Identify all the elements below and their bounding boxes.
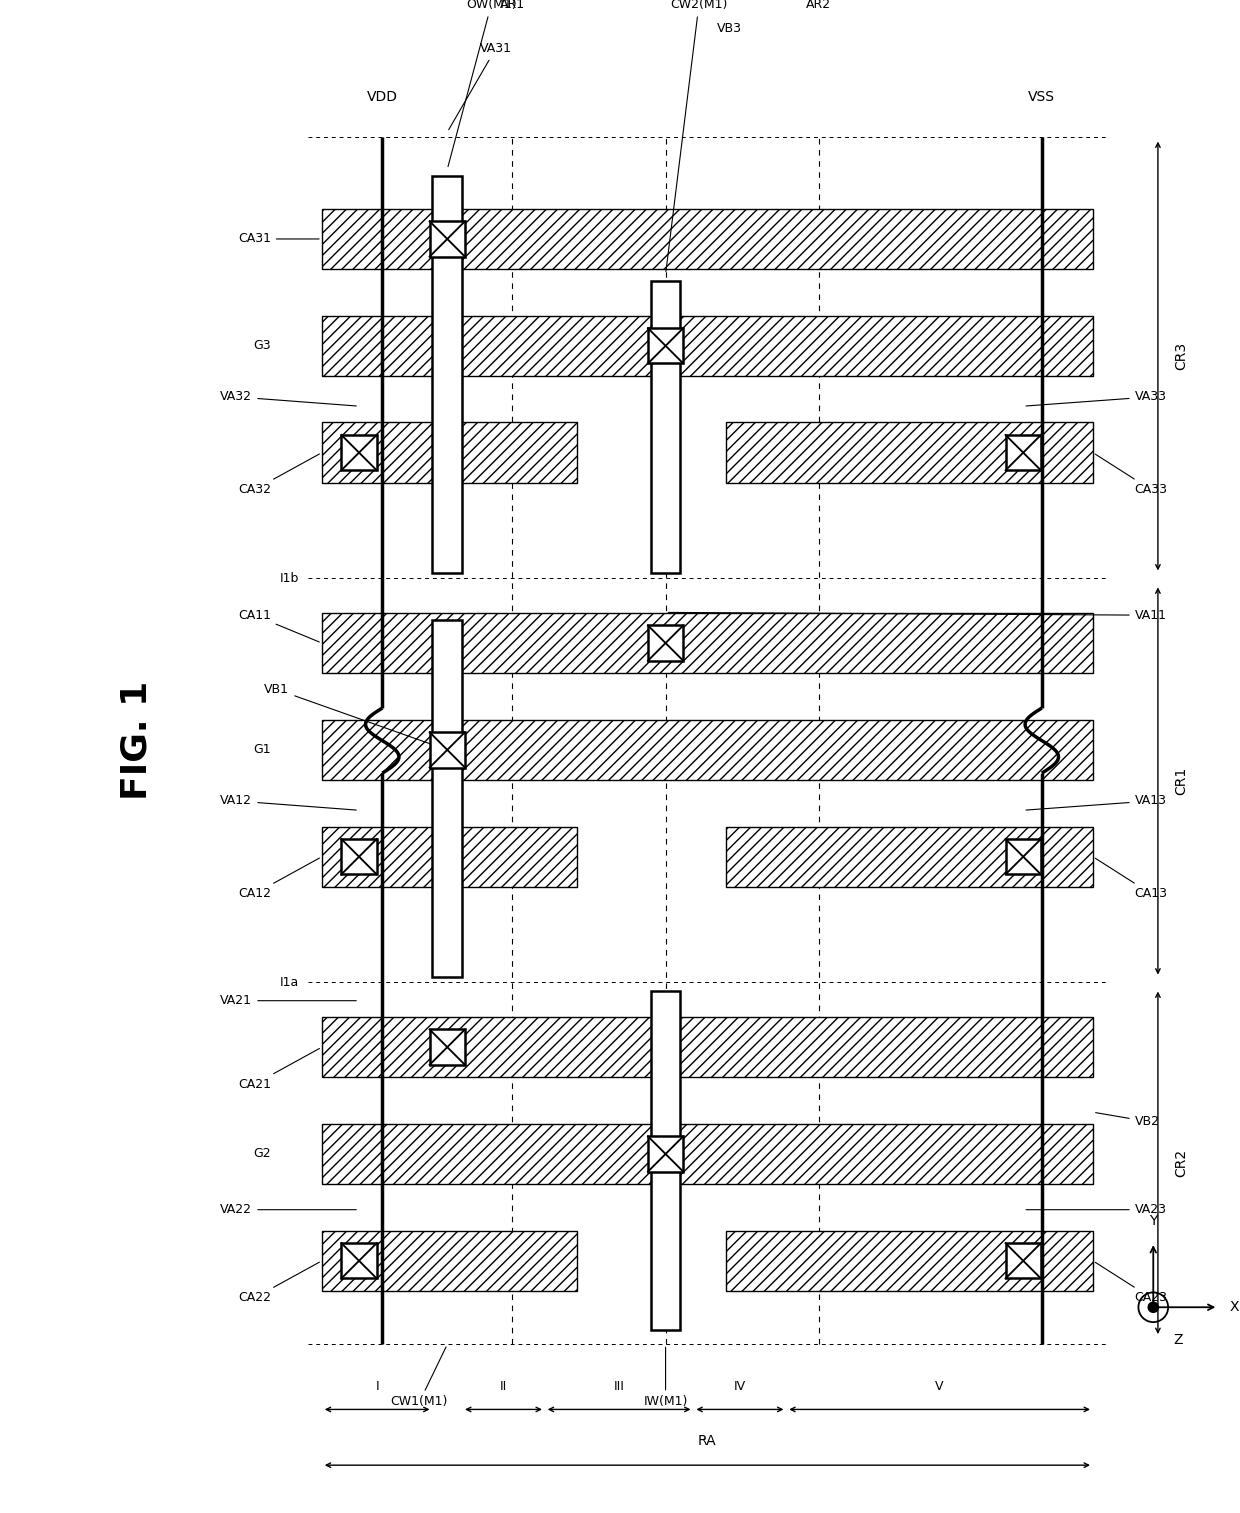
Bar: [322, 1124, 1092, 1185]
Text: VA23: VA23: [1025, 1203, 1167, 1216]
Text: I1b: I1b: [279, 572, 299, 584]
Text: OW(M1): OW(M1): [448, 0, 517, 166]
Text: VA32: VA32: [221, 390, 356, 405]
Bar: [649, 328, 683, 363]
Text: V: V: [935, 1380, 944, 1392]
Text: VSS: VSS: [1028, 91, 1055, 104]
Text: CR1: CR1: [1174, 767, 1189, 796]
Text: VB1: VB1: [264, 682, 445, 749]
Text: Y: Y: [1149, 1215, 1157, 1229]
Text: CA11: CA11: [238, 608, 320, 642]
Circle shape: [1148, 1303, 1158, 1312]
Bar: [341, 434, 377, 471]
Bar: [429, 1029, 465, 1065]
Text: CA22: CA22: [238, 1262, 320, 1304]
Text: VDD: VDD: [367, 91, 398, 104]
Bar: [1006, 840, 1040, 875]
Text: CR2: CR2: [1174, 1148, 1189, 1177]
Text: VA11: VA11: [668, 608, 1167, 622]
Text: VA31: VA31: [449, 42, 512, 130]
Bar: [1006, 1244, 1040, 1278]
Bar: [725, 826, 1092, 887]
Text: CA21: CA21: [238, 1049, 320, 1091]
Text: Z: Z: [1174, 1333, 1183, 1347]
Text: VA33: VA33: [1025, 390, 1167, 405]
Text: IV: IV: [734, 1380, 746, 1392]
Text: CA31: CA31: [238, 233, 319, 245]
Text: VA22: VA22: [221, 1203, 356, 1216]
Text: G2: G2: [253, 1147, 270, 1160]
Bar: [725, 422, 1092, 483]
Text: II: II: [500, 1380, 507, 1392]
Text: VB2: VB2: [1096, 1112, 1159, 1129]
Text: CR3: CR3: [1174, 342, 1189, 371]
Bar: [341, 840, 377, 875]
Bar: [651, 281, 681, 573]
Text: CA13: CA13: [1095, 858, 1168, 900]
Text: AR2: AR2: [806, 0, 831, 12]
Bar: [725, 1230, 1092, 1291]
Text: CA12: CA12: [238, 858, 320, 900]
Text: AR1: AR1: [500, 0, 525, 12]
Text: VA12: VA12: [221, 794, 356, 809]
Text: FIG. 1: FIG. 1: [119, 681, 153, 800]
Text: VB3: VB3: [717, 21, 742, 35]
Bar: [322, 316, 1092, 377]
Bar: [322, 422, 578, 483]
Bar: [649, 625, 683, 661]
Bar: [433, 620, 463, 977]
Text: CW1(M1): CW1(M1): [391, 1347, 448, 1409]
Bar: [322, 209, 1092, 269]
Bar: [429, 221, 465, 257]
Text: CA32: CA32: [238, 454, 320, 496]
Bar: [1006, 434, 1040, 471]
Text: I1a: I1a: [279, 976, 299, 988]
Text: CW2(M1): CW2(M1): [666, 0, 728, 271]
Bar: [322, 826, 578, 887]
Bar: [322, 720, 1092, 781]
Text: RA: RA: [698, 1434, 717, 1448]
Bar: [651, 991, 681, 1330]
Text: VA21: VA21: [221, 994, 356, 1008]
Bar: [341, 1244, 377, 1278]
Text: VA13: VA13: [1025, 794, 1167, 809]
Bar: [429, 732, 465, 767]
Text: I: I: [376, 1380, 379, 1392]
Text: III: III: [614, 1380, 625, 1392]
Text: G1: G1: [253, 743, 270, 756]
Text: X: X: [1229, 1300, 1239, 1315]
Bar: [649, 1136, 683, 1171]
Bar: [322, 613, 1092, 673]
Text: IW(M1): IW(M1): [644, 1347, 688, 1409]
Text: CA23: CA23: [1095, 1262, 1168, 1304]
Text: G3: G3: [253, 339, 270, 353]
Text: CA33: CA33: [1095, 454, 1168, 496]
Bar: [322, 1230, 578, 1291]
Bar: [322, 1017, 1092, 1077]
Bar: [433, 176, 463, 573]
